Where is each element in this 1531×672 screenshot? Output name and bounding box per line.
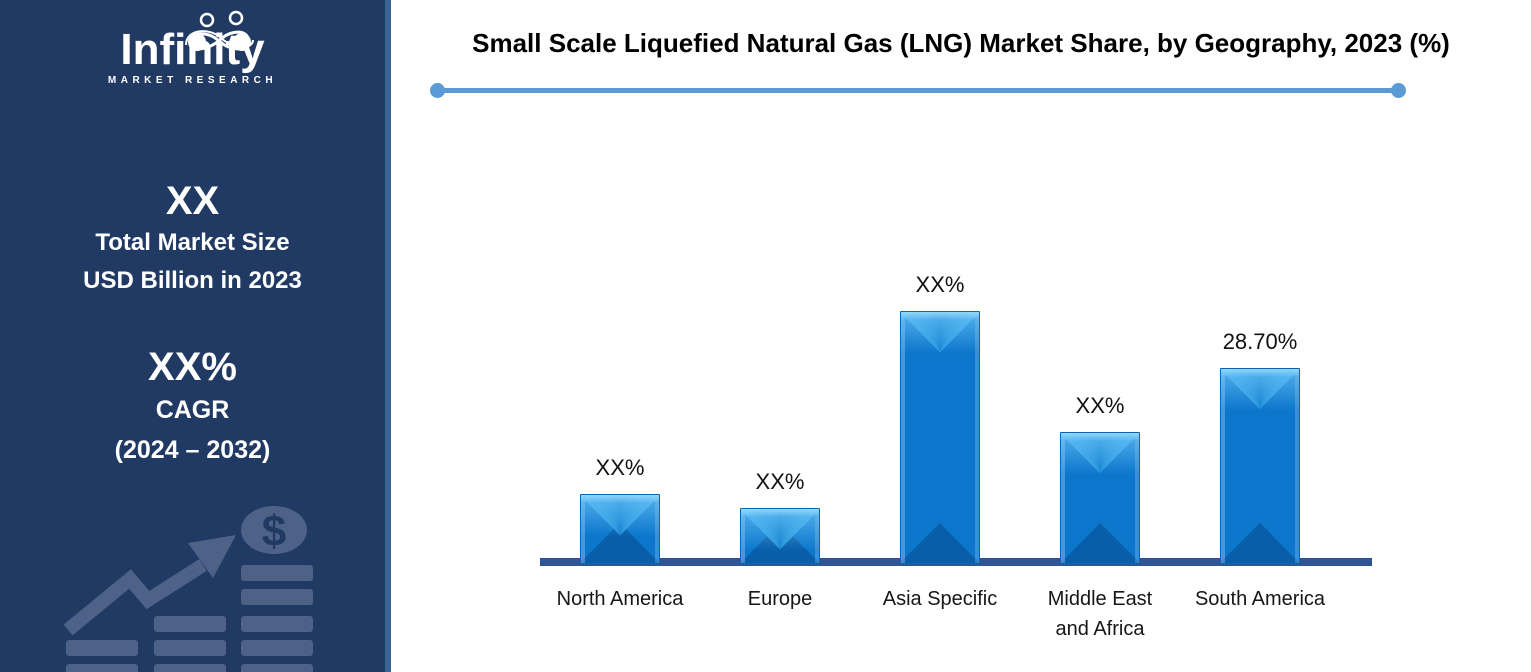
market-size-value: XX [165, 179, 220, 223]
dollar-sign: $ [262, 507, 286, 556]
cagr-label: CAGR [155, 396, 230, 424]
market-size-label-line1: Total Market Size [95, 229, 290, 256]
cagr-block: XX% CAGR (2024 – 2032) [0, 344, 385, 470]
cagr-period: (2024 – 2032) [114, 436, 271, 464]
bar-value-label-south-america: 28.70% [1222, 329, 1298, 354]
bar-slot-south-america: 28.70% [1180, 100, 1340, 564]
infinity-loop-icon [184, 10, 254, 51]
bar-slot-asia-specific: XX% [860, 100, 1020, 564]
brand-logo: Infinity MARKET RESEARCH [0, 10, 385, 88]
bar-value-label-asia-specific: XX% [915, 272, 965, 297]
brand-name: Infinity [120, 25, 265, 74]
bar-slot-middle-east-and-africa: XX% [1020, 100, 1180, 564]
underline-dot-right [1391, 83, 1406, 98]
chart-title: Small Scale Liquefied Natural Gas (LNG) … [472, 28, 1450, 58]
bar-asia-specific [900, 311, 980, 564]
growth-chart-graphic: $ [63, 506, 313, 672]
category-label-south-america: South America [1194, 588, 1326, 610]
brand-tagline: MARKET RESEARCH [107, 75, 278, 87]
bar-stacks [66, 565, 313, 672]
bar-middle-east-and-africa [1060, 432, 1140, 564]
cagr-value: XX% [148, 345, 237, 389]
plot-area: XX% XX% XX% XX% 28.70% [540, 100, 1340, 564]
chart-area: Small Scale Liquefied Natural Gas (LNG) … [391, 0, 1531, 672]
brand-logo-wrap: Infinity MARKET RESEARCH [107, 10, 278, 87]
bar-value-label-north-america: XX% [595, 455, 645, 480]
bar-south-america [1220, 368, 1300, 564]
underline-dot-left [430, 83, 445, 98]
bar-slot-europe: XX% [700, 100, 860, 564]
bar-value-label-europe: XX% [755, 469, 805, 494]
category-label-middle-east-and-africa: Middle East and Africa [1047, 588, 1153, 640]
category-label-north-america: North America [556, 588, 684, 610]
bar-north-america [580, 494, 660, 564]
dollar-coin-icon: $ [241, 506, 307, 556]
category-label-europe: Europe [747, 588, 813, 610]
market-size-label-line2: USD Billion in 2023 [83, 267, 302, 294]
bar-europe [740, 508, 820, 564]
bar-value-label-middle-east-and-africa: XX% [1075, 393, 1125, 418]
growth-arrow-icon [63, 535, 236, 636]
category-label-asia-specific: Asia Specific [882, 588, 998, 610]
market-size-block: XX Total Market Size USD Billion in 2023 [0, 178, 385, 300]
bar-slot-north-america: XX% [540, 100, 700, 564]
category-axis-labels: North America Europe Asia Specific Middle E… [540, 584, 1340, 644]
sidebar: Infinity MARKET RESEARCH XX Total Market… [0, 0, 391, 672]
title-underline [430, 83, 1406, 98]
